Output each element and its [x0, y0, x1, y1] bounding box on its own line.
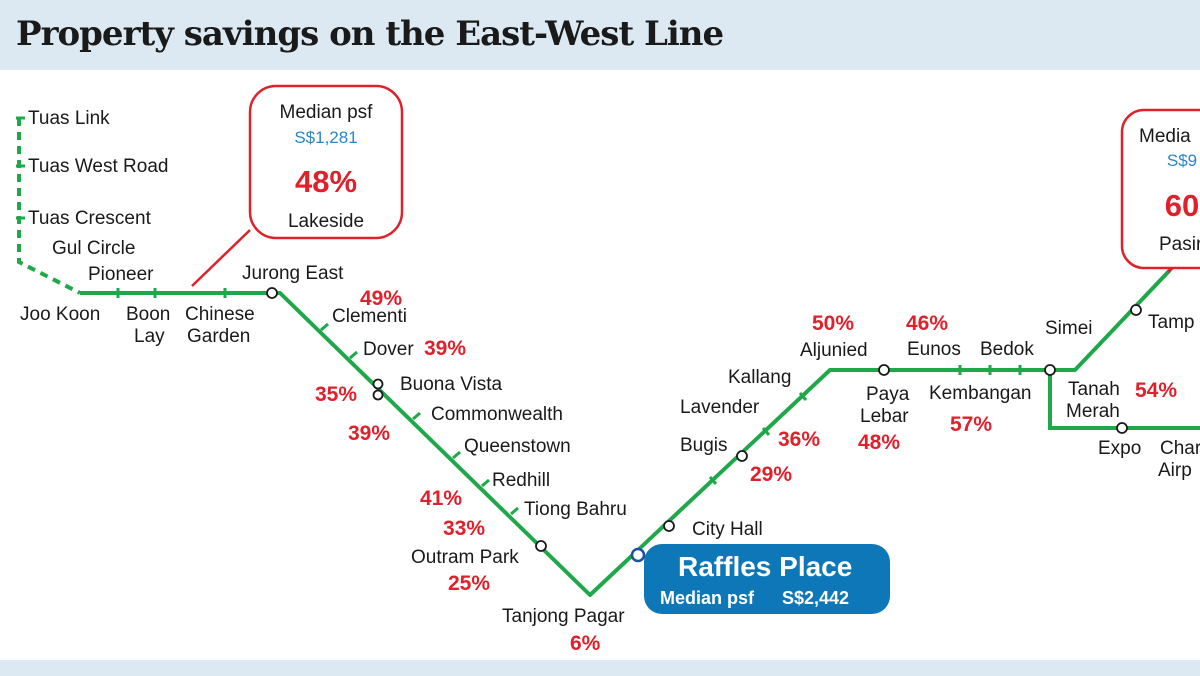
interchange-outram-park	[535, 540, 547, 552]
callout-lakeside-station: Lakeside	[288, 211, 364, 232]
station-paya-lebar-1: Paya	[866, 384, 910, 405]
savings-redhill: 41%	[420, 487, 462, 510]
savings-dover: 39%	[424, 337, 466, 360]
savings-paya-lebar: 48%	[858, 431, 900, 454]
savings-commonwealth: 39%	[348, 422, 390, 445]
station-tanah-merah-2: Merah	[1066, 401, 1120, 422]
station-tanjong-pagar: Tanjong Pagar	[502, 606, 625, 627]
interchange-expo	[1116, 422, 1128, 434]
tick-kallang	[798, 392, 808, 401]
map-background	[0, 70, 1200, 660]
savings-bugis: 29%	[750, 463, 792, 486]
savings-kembangan: 57%	[950, 413, 992, 436]
raffles-place-sub-label: Median psf	[660, 588, 755, 608]
station-gul-circle: Gul Circle	[52, 238, 135, 259]
station-joo-koon: Joo Koon	[20, 304, 100, 325]
interchange-city-hall	[663, 520, 675, 532]
savings-tanjong-pagar: 6%	[570, 632, 601, 655]
station-expo: Expo	[1098, 438, 1141, 459]
savings-aljunied: 50%	[812, 312, 854, 335]
station-dover: Dover	[363, 339, 414, 360]
savings-labels: 49% 39% 35% 39% 41% 33% 25% 6% 29% 36% 5…	[315, 287, 1177, 655]
page-title: Property savings on the East-West Line	[16, 14, 724, 54]
callout-lakeside-label: Median psf	[280, 102, 374, 123]
tick-lavender	[761, 427, 771, 436]
tuas-extension-line	[17, 118, 81, 295]
station-labels: Tuas Link Tuas West Road Tuas Crescent G…	[20, 108, 1200, 627]
east-west-line	[80, 268, 1172, 597]
callout-lakeside	[248, 84, 404, 240]
station-tuas-west-road: Tuas West Road	[28, 156, 168, 177]
station-aljunied: Aljunied	[800, 340, 868, 361]
station-paya-lebar-2: Lebar	[860, 406, 909, 427]
station-lavender: Lavender	[680, 397, 760, 418]
raffles-place-name: Raffles Place	[678, 551, 852, 582]
station-tiong-bahru: Tiong Bahru	[524, 499, 627, 520]
callout-pasir-ris-label: Media	[1139, 126, 1191, 147]
station-tuas-link: Tuas Link	[28, 108, 110, 129]
station-pioneer: Pioneer	[88, 264, 154, 285]
changi-branch-line	[1048, 370, 1200, 430]
station-ticks	[116, 288, 1022, 516]
station-chinese-garden-2: Garden	[187, 326, 250, 347]
tick-dover	[349, 350, 358, 360]
tick-queenstown	[452, 450, 461, 460]
interchange-buona-vista-b	[372, 389, 384, 401]
callout-pasir-ris-value: S$9	[1167, 151, 1197, 170]
interchange-paya-lebar	[878, 364, 890, 376]
station-simei: Simei	[1045, 318, 1093, 339]
station-tanah-merah-1: Tanah	[1068, 379, 1120, 400]
station-bedok: Bedok	[980, 339, 1034, 360]
savings-tanah-merah: 54%	[1135, 379, 1177, 402]
station-redhill: Redhill	[492, 470, 550, 491]
callout-pasir-ris-pct: 60	[1165, 188, 1199, 223]
station-outram-park: Outram Park	[411, 547, 519, 568]
station-city-hall: City Hall	[692, 519, 763, 540]
tick-lavender-a	[708, 476, 718, 485]
station-chinese-garden-1: Chinese	[185, 304, 255, 325]
station-eunos: Eunos	[907, 339, 961, 360]
raffles-place-sub-value: S$2,442	[782, 588, 849, 608]
savings-outram-park: 25%	[448, 572, 490, 595]
station-clementi: Clementi	[332, 306, 407, 327]
tick-redhill	[481, 478, 490, 488]
callout-lakeside-pct: 48%	[295, 164, 357, 199]
interchange-tampines	[1130, 304, 1142, 316]
savings-buona-vista: 35%	[315, 383, 357, 406]
station-tampines: Tamp	[1148, 312, 1194, 333]
interchange-tanah-merah	[1044, 364, 1056, 376]
station-tuas-crescent: Tuas Crescent	[28, 208, 152, 229]
savings-clementi: 49%	[360, 287, 402, 310]
station-kembangan: Kembangan	[929, 383, 1031, 404]
station-buona-vista: Buona Vista	[400, 374, 503, 395]
station-bugis: Bugis	[680, 435, 728, 456]
station-jurong-east: Jurong East	[242, 263, 344, 284]
tick-tiong-bahru	[510, 506, 519, 516]
header-bar: Property savings on the East-West Line	[0, 0, 1200, 70]
savings-eunos: 46%	[906, 312, 948, 335]
tick-clementi	[320, 322, 329, 332]
station-changi-airport-1: Char	[1160, 438, 1200, 459]
station-commonwealth: Commonwealth	[431, 404, 563, 425]
interchange-buona-vista-a	[372, 378, 384, 390]
interchange-bugis	[736, 450, 748, 462]
station-boon-lay-2: Lay	[134, 326, 165, 347]
interchange-raffles-place	[630, 547, 646, 563]
station-kallang: Kallang	[728, 367, 791, 388]
interchange-jurong-east	[266, 287, 278, 299]
raffles-place-highlight	[644, 544, 890, 614]
callout-pasir-ris	[1120, 108, 1200, 270]
station-queenstown: Queenstown	[464, 436, 571, 457]
station-boon-lay-1: Boon	[126, 304, 170, 325]
savings-tiong-bahru: 33%	[443, 517, 485, 540]
callout-lakeside-value: S$1,281	[294, 128, 357, 147]
callout-pasir-ris-station: Pasir	[1159, 234, 1200, 255]
tick-commonwealth	[412, 411, 421, 421]
station-changi-airport-2: Airp	[1158, 460, 1192, 481]
callout-lakeside-pointer	[191, 229, 251, 287]
footer-bar	[0, 660, 1200, 676]
savings-lavender: 36%	[778, 428, 820, 451]
